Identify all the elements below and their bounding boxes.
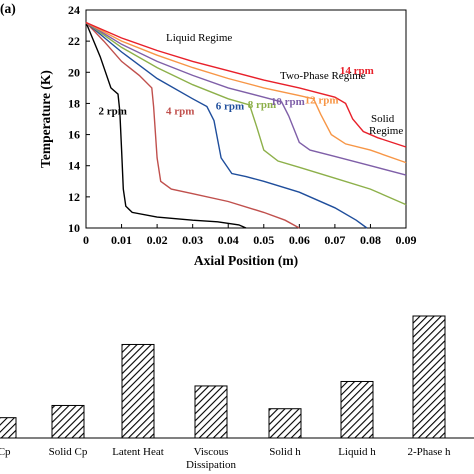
x-tick-label: 0.04 <box>218 233 239 247</box>
y-tick-label: 12 <box>68 190 80 204</box>
bar-category-label: Latent Heat <box>112 446 164 458</box>
x-tick-label: 0.09 <box>396 233 417 247</box>
y-tick-label: 20 <box>68 65 80 79</box>
bar <box>412 315 446 439</box>
y-tick-label: 18 <box>68 96 80 110</box>
bar-category-labels: d Cp Solid Cp Latent Heat ViscousDissipatio… <box>0 446 451 471</box>
series-label: 10 rpm <box>271 96 305 108</box>
series-line <box>85 21 407 176</box>
bar <box>121 343 155 439</box>
x-tick-label: 0.08 <box>360 233 381 247</box>
x-tick-label: 0.07 <box>324 233 345 247</box>
x-tick-label: 0.02 <box>147 233 168 247</box>
y-tick-label: 10 <box>68 221 80 235</box>
series-label: 14 rpm <box>340 65 374 77</box>
y-tick-label: 16 <box>68 128 80 142</box>
line-chart: 0 0.01 0.02 0.03 0.04 0.05 0.06 0.07 0.08 0.09 10… <box>38 3 417 268</box>
bar <box>340 380 374 439</box>
annotation-regime: Regime <box>369 125 403 137</box>
annotation-solid: Solid <box>371 113 395 125</box>
y-tick-labels: 10 12 14 16 18 20 22 24 <box>68 3 90 235</box>
x-tick-label: 0.06 <box>289 233 310 247</box>
bar-category-label: 2-Phase h <box>407 446 451 458</box>
bar <box>51 404 85 439</box>
series-line <box>85 21 407 148</box>
series-line <box>85 21 368 229</box>
x-tick-labels: 0 0.01 0.02 0.03 0.04 0.05 0.06 0.07 0.08 0.09 <box>83 224 417 247</box>
annotation-liquid-regime: Liquid Regime <box>166 32 232 44</box>
panel-label: (a) <box>0 1 16 16</box>
y-tick-label: 24 <box>68 3 80 17</box>
y-tick-label: 14 <box>68 159 80 173</box>
bar-category-label: Solid h <box>269 446 301 458</box>
bar <box>194 385 228 439</box>
bar <box>268 408 302 439</box>
bar-category-label: Liquid h <box>338 446 376 458</box>
y-axis-label: Temperature (K) <box>38 70 53 168</box>
series-line <box>85 22 300 229</box>
x-tick-label: 0 <box>83 233 89 247</box>
series-lines <box>85 21 407 229</box>
y-tick-label: 22 <box>68 34 80 48</box>
bar-category-label: Solid Cp <box>49 446 88 458</box>
x-tick-label: 0.05 <box>253 233 274 247</box>
x-tick-label: 0.03 <box>182 233 203 247</box>
series-label: 2 rpm <box>98 105 126 117</box>
series-line <box>85 21 407 164</box>
series-line <box>85 22 247 229</box>
series-label: 6 rpm <box>216 101 244 113</box>
series-label: 8 rpm <box>248 99 276 111</box>
bar-chart: d Cp Solid Cp Latent Heat ViscousDissipatio… <box>0 315 474 471</box>
bars <box>0 315 446 439</box>
series-label: 12 rpm <box>305 94 339 106</box>
bar-category-label: d Cp <box>0 446 11 458</box>
bar-category-label: Dissipation <box>186 459 237 471</box>
series-line <box>85 21 407 206</box>
annotation-two-phase-regime: Two-Phase Regime <box>280 70 366 82</box>
series-label: 4 rpm <box>166 105 194 117</box>
bar-category-label: Viscous <box>194 446 229 458</box>
bar <box>0 417 17 439</box>
x-tick-label: 0.01 <box>111 233 132 247</box>
x-axis-label: Axial Position (m) <box>194 253 298 268</box>
